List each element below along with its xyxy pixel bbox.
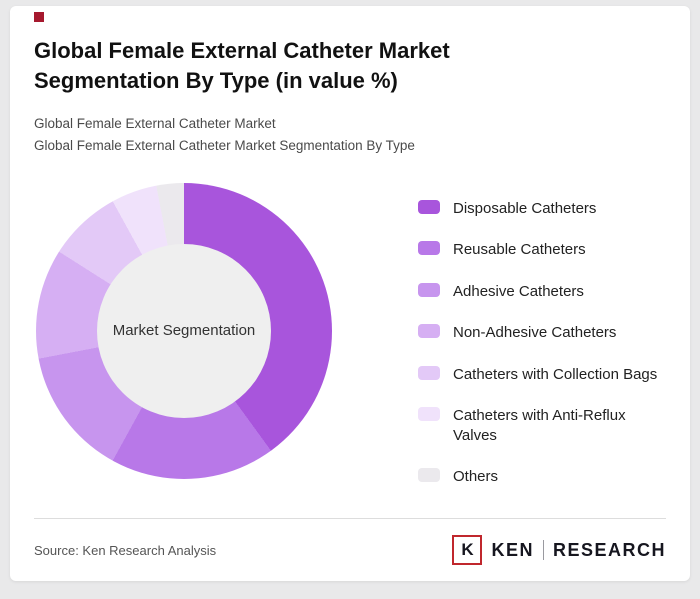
- legend-item: Disposable Catheters: [418, 199, 666, 219]
- legend-label: Adhesive Catheters: [453, 282, 584, 300]
- legend-swatch: [418, 241, 440, 256]
- logo-divider: [542, 540, 544, 560]
- legend-label: Catheters with Collection Bags: [453, 365, 658, 383]
- logo-text-research: RESEARCH: [552, 539, 666, 560]
- legend-item: Reusable Catheters: [418, 240, 666, 260]
- legend-swatch: [418, 468, 440, 483]
- logo-k-letter: K: [461, 540, 474, 559]
- legend-item: Catheters with Collection Bags: [418, 365, 666, 385]
- report-card: Global Female External Catheter Market S…: [10, 6, 690, 581]
- legend-label: Disposable Catheters: [453, 199, 597, 217]
- legend-item: Others: [418, 467, 666, 487]
- chart-section: Market Segmentation Disposable Catheters…: [34, 182, 666, 487]
- legend-label: Others: [453, 468, 499, 486]
- legend-item: Non-Adhesive Catheters: [418, 323, 666, 343]
- legend-swatch: [418, 407, 440, 422]
- logo-text: KEN RESEARCH: [491, 540, 666, 561]
- legend-swatch: [418, 324, 440, 339]
- legend-swatch: [418, 199, 440, 214]
- logo-k-icon: K: [452, 535, 483, 565]
- ken-research-logo: K KEN RESEARCH: [452, 535, 666, 565]
- donut-center: Market Segmentation: [97, 243, 271, 418]
- legend-item: Adhesive Catheters: [418, 282, 666, 302]
- donut-center-label: Market Segmentation: [112, 322, 256, 340]
- legend-swatch: [418, 282, 440, 297]
- logo-text-ken: KEN: [491, 539, 534, 560]
- legend-swatch: [418, 365, 440, 380]
- legend-label: Catheters with Anti-Reflux Valves: [453, 407, 626, 444]
- accent-square: [34, 12, 44, 22]
- subtitle-line-2: Global Female External Catheter Market S…: [34, 137, 415, 153]
- donut-chart-wrap: Market Segmentation: [36, 182, 332, 479]
- legend-item: Catheters with Anti-Reflux Valves: [418, 406, 666, 445]
- page-title: Global Female External Catheter Market S…: [34, 38, 450, 93]
- legend-label: Non-Adhesive Catheters: [453, 324, 617, 342]
- footer: Source: Ken Research Analysis K KEN RESE…: [34, 518, 666, 581]
- source-text: Source: Ken Research Analysis: [34, 542, 217, 558]
- legend-label: Reusable Catheters: [453, 241, 586, 259]
- subtitle-line-1: Global Female External Catheter Market: [34, 116, 276, 132]
- legend: Disposable Catheters Reusable Catheters Ad…: [418, 199, 666, 487]
